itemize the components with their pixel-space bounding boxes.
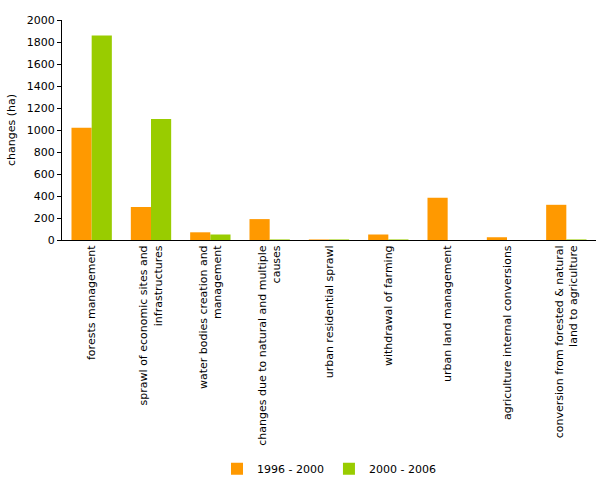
svg-text:1200: 1200: [27, 102, 55, 115]
svg-text:800: 800: [34, 146, 55, 159]
svg-text:forests management: forests management: [85, 245, 98, 360]
svg-text:changes due to natural and mul: changes due to natural and multiplecause…: [256, 245, 283, 446]
svg-text:2000: 2000: [27, 14, 55, 27]
svg-text:1000: 1000: [27, 124, 55, 137]
svg-text:600: 600: [34, 168, 55, 181]
svg-text:1800: 1800: [27, 36, 55, 49]
svg-text:0: 0: [48, 234, 55, 247]
svg-text:200: 200: [34, 212, 55, 225]
svg-text:urban land management: urban land management: [441, 245, 454, 382]
svg-text:changes (ha): changes (ha): [5, 94, 18, 166]
svg-text:water bodies creation andmanag: water bodies creation andmanagement: [197, 245, 224, 389]
svg-text:conversion from forested & nat: conversion from forested & naturalland t…: [553, 245, 580, 438]
svg-text:1996 - 2000: 1996 - 2000: [257, 463, 324, 476]
svg-text:withdrawal of farming: withdrawal of farming: [382, 245, 395, 366]
svg-text:2000 - 2006: 2000 - 2006: [369, 463, 436, 476]
svg-text:1600: 1600: [27, 58, 55, 71]
svg-text:1400: 1400: [27, 80, 55, 93]
svg-text:agriculture internal conversio: agriculture internal conversions: [501, 245, 514, 420]
svg-text:urban residential sprawl: urban residential sprawl: [323, 245, 336, 378]
svg-text:400: 400: [34, 190, 55, 203]
svg-text:sprawl of economic sites andin: sprawl of economic sites andinfrastructu…: [137, 245, 164, 405]
